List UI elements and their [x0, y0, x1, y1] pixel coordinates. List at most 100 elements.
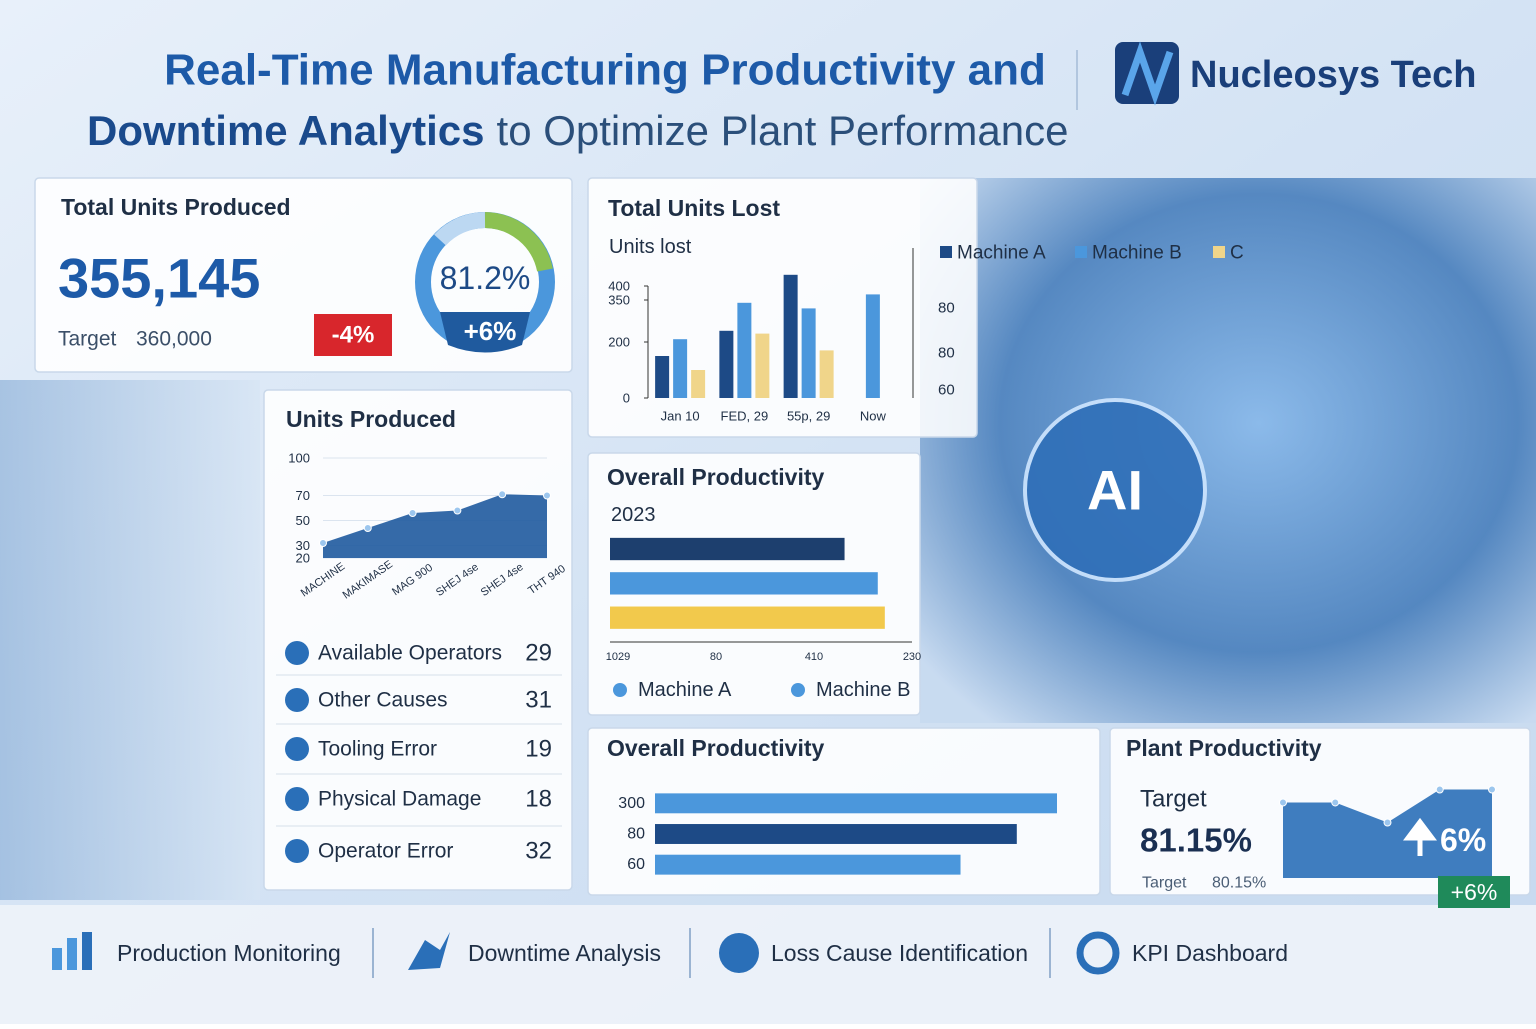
legend-dot: [791, 683, 805, 697]
point: [408, 509, 417, 517]
point: [363, 524, 372, 532]
legend-swatch: [940, 246, 952, 258]
bar: [783, 274, 798, 398]
bar: [819, 350, 834, 398]
icon: [67, 938, 77, 970]
chart-title: Overall Productivity: [607, 735, 825, 761]
chart-title: Units Produced: [286, 406, 456, 432]
point: [1331, 798, 1340, 807]
y-tick-label: 0: [623, 391, 630, 406]
kpi-value: 355,145: [58, 247, 260, 310]
x-tick-label: 55p, 29: [787, 409, 830, 424]
legend-swatch: [1213, 246, 1225, 258]
area: [1283, 789, 1492, 878]
y-tick-label: 400: [608, 279, 630, 294]
y-tick-label: 80: [627, 826, 645, 843]
plant-target-label: Target: [1140, 786, 1207, 813]
title-rest: to Optimize Plant Performance: [497, 107, 1069, 154]
gauge-segment: [434, 212, 486, 246]
y-tick-label: 50: [296, 513, 310, 528]
plant-small-target-label: Target: [1142, 875, 1187, 892]
cause-label: Operator Error: [318, 840, 453, 863]
causes-list: Available Operators 29 Other Causes 31 Tooli…: [276, 640, 562, 865]
title-line2: Downtime Analytics to Optimize Plant Perf…: [87, 107, 1068, 154]
arrow-icon: [1403, 817, 1437, 856]
cause-icon: [285, 787, 309, 811]
robot-image: [0, 380, 260, 900]
legend-dot: [613, 683, 627, 697]
cause-label: Physical Damage: [318, 788, 481, 811]
x-tick-label: Jan 10: [661, 409, 700, 424]
ai-label: AI: [1087, 459, 1143, 522]
point: [498, 490, 507, 499]
bar: [610, 572, 878, 595]
icon: [82, 932, 92, 970]
bar: [610, 606, 885, 629]
chart-title: Total Units Lost: [608, 195, 780, 221]
target-value: 360,000: [136, 328, 212, 351]
change-badge: [314, 314, 392, 356]
kpi-title: Total Units Produced: [61, 194, 291, 220]
plant-title: Plant Productivity: [1126, 735, 1322, 761]
cause-label: Tooling Error: [318, 738, 437, 761]
cause-count: 32: [525, 838, 552, 865]
plant-badge-label: +6%: [1451, 879, 1498, 905]
y-tick-label: 200: [608, 335, 630, 350]
point: [1383, 818, 1392, 827]
icon: [1076, 931, 1120, 975]
bar: [737, 302, 752, 398]
x-tick-label: 80: [710, 651, 722, 663]
footer: [0, 905, 1536, 1024]
y-tick-label: 60: [627, 856, 645, 873]
chart-title: Overall Productivity: [607, 464, 825, 490]
bar: [801, 308, 816, 398]
bar: [655, 356, 670, 398]
footer-item: KPI Dashboard: [1132, 940, 1288, 966]
cause-count: 29: [525, 640, 552, 667]
cause-label: Available Operators: [318, 642, 502, 665]
point: [319, 539, 327, 547]
cause-label: Other Causes: [318, 689, 448, 712]
point: [1279, 798, 1287, 807]
brand-logo-mark: [1121, 41, 1174, 106]
change-value: -4%: [332, 322, 375, 349]
footer-item: Production Monitoring: [117, 940, 341, 966]
icon: [408, 932, 450, 970]
title-line1: Real-Time Manufacturing Productivity and: [164, 46, 1046, 95]
legend-label: Machine B: [1092, 243, 1182, 264]
y-axis-label: Units lost: [609, 236, 692, 258]
gauge-label: 81.2%: [440, 260, 531, 296]
x-tick-label: Now: [860, 409, 887, 424]
x-tick-label: 230: [903, 651, 921, 663]
icon: [52, 948, 62, 970]
y2-tick-label: 80: [938, 345, 955, 362]
legend-label: Machine A: [957, 243, 1046, 264]
cause-count: 19: [525, 736, 552, 763]
cause-icon: [285, 839, 309, 863]
cause-icon: [285, 737, 309, 761]
icon: [719, 933, 759, 973]
point: [453, 506, 462, 515]
footer-icons: [52, 928, 1120, 978]
cause-count: 18: [525, 786, 552, 813]
y-tick-label: 350: [608, 293, 630, 308]
engineer-image: [920, 178, 1536, 723]
y2-tick-label: 80: [938, 300, 955, 317]
y-tick-label: 300: [618, 795, 645, 812]
title-bold: Downtime Analytics: [87, 107, 485, 154]
plant-badge: [1438, 876, 1510, 908]
plant-small-target-value: 80.15%: [1212, 875, 1266, 892]
bar: [655, 824, 1017, 844]
point: [543, 491, 551, 500]
bar: [610, 537, 845, 561]
point: [1488, 785, 1496, 794]
bar: [655, 793, 1057, 814]
gauge-segment: [484, 212, 553, 272]
brand: Nucleosys Tech: [1190, 54, 1477, 96]
target-label: Target: [58, 328, 117, 351]
plant-value: 81.15%: [1140, 822, 1252, 859]
y-tick-label: 20: [296, 551, 310, 566]
bar: [719, 330, 734, 398]
